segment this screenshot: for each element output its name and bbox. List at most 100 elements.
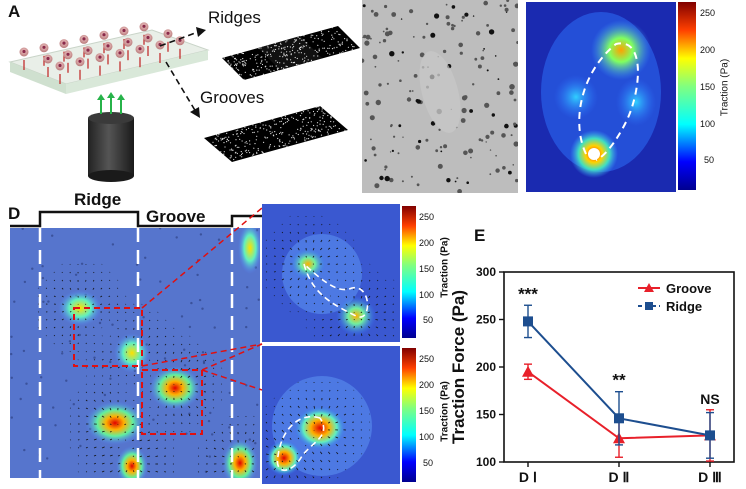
traction-arrow bbox=[139, 455, 143, 458]
traction-arrow bbox=[336, 405, 339, 409]
bead-dot bbox=[331, 48, 334, 50]
bead-dot bbox=[270, 46, 272, 49]
bead-dot bbox=[266, 54, 268, 57]
bead-dot bbox=[314, 37, 316, 39]
bead bbox=[31, 267, 34, 270]
bead bbox=[372, 54, 378, 60]
bead bbox=[485, 134, 490, 139]
colorbar-tick: 200 bbox=[700, 45, 716, 55]
bead-dot bbox=[292, 43, 294, 46]
traction-arrow bbox=[125, 470, 128, 473]
bead-dot bbox=[238, 61, 240, 63]
bead-dot bbox=[249, 74, 251, 76]
ridge-label: Ridge bbox=[74, 190, 122, 209]
bead bbox=[509, 84, 515, 90]
traction-arrow bbox=[312, 247, 315, 251]
traction-arrow bbox=[221, 431, 224, 434]
bead-dot bbox=[304, 60, 306, 62]
traction-arrow bbox=[148, 415, 151, 417]
traction-arrow bbox=[361, 263, 363, 265]
traction-arrow bbox=[297, 413, 301, 417]
bead bbox=[461, 15, 465, 19]
bead-dot bbox=[323, 121, 325, 123]
bead bbox=[109, 377, 112, 380]
grooves-image bbox=[204, 106, 348, 162]
bead bbox=[199, 233, 203, 236]
bead bbox=[434, 13, 440, 19]
bead-dot bbox=[319, 130, 321, 132]
traction-arrow bbox=[133, 383, 135, 385]
traction-arrow bbox=[335, 443, 339, 447]
bead bbox=[365, 101, 370, 106]
bead-dot bbox=[229, 142, 232, 144]
bead-dot bbox=[270, 133, 272, 135]
bead-dot bbox=[271, 131, 273, 133]
bead bbox=[411, 90, 414, 92]
bead-dot bbox=[327, 52, 329, 54]
traction-arrow bbox=[319, 270, 323, 273]
traction-arrow bbox=[327, 255, 331, 258]
bead-dot bbox=[252, 131, 254, 134]
y-tick-label: 300 bbox=[476, 265, 496, 279]
bead-dot bbox=[241, 61, 243, 63]
bead bbox=[370, 37, 372, 40]
bead-dot bbox=[215, 137, 217, 139]
traction-arrow bbox=[297, 270, 300, 273]
traction-arrow bbox=[117, 462, 121, 465]
traction-arrow bbox=[148, 343, 151, 346]
bead bbox=[103, 393, 107, 397]
traction-arrow bbox=[273, 475, 276, 479]
bead bbox=[489, 173, 492, 176]
traction-arrow bbox=[265, 461, 269, 463]
bead-dot bbox=[251, 75, 253, 77]
cell-nucleus bbox=[78, 59, 82, 63]
traction-arrow bbox=[281, 421, 284, 425]
traction-arrow bbox=[336, 239, 339, 242]
traction-arrow bbox=[108, 295, 111, 298]
traction-arrow bbox=[180, 375, 183, 379]
bead-dot bbox=[299, 46, 301, 49]
bead-dot bbox=[281, 133, 283, 135]
bead-dot bbox=[238, 69, 240, 71]
bead-dot bbox=[292, 135, 294, 137]
traction-arrow bbox=[320, 476, 323, 479]
traction-arrow bbox=[313, 239, 315, 243]
light-cylinder bbox=[88, 92, 134, 182]
bead bbox=[384, 31, 390, 37]
traction-arrow bbox=[92, 295, 95, 298]
bead bbox=[425, 138, 429, 142]
bead bbox=[399, 79, 402, 82]
bead bbox=[163, 357, 167, 360]
bead-dot bbox=[264, 136, 266, 138]
bead-dot bbox=[319, 120, 321, 122]
bead-dot bbox=[300, 52, 302, 54]
traction-arrow bbox=[61, 318, 64, 321]
traction-arrow bbox=[244, 447, 247, 451]
traction-arrow bbox=[273, 295, 275, 297]
bead-dot bbox=[339, 52, 341, 54]
traction-arrow bbox=[93, 326, 95, 329]
bead-dot bbox=[293, 136, 295, 139]
bead bbox=[52, 406, 55, 409]
bead bbox=[515, 178, 518, 183]
traction-arrow bbox=[297, 277, 300, 281]
bead bbox=[483, 48, 485, 50]
traction-arrow bbox=[85, 438, 89, 441]
bead bbox=[495, 154, 497, 157]
traction-arrow bbox=[93, 454, 97, 457]
traction-arrow bbox=[69, 303, 72, 305]
bead-dot bbox=[338, 43, 340, 46]
bead-dot bbox=[245, 149, 248, 151]
traction-arrow bbox=[328, 476, 331, 479]
colorbar-tick: 100 bbox=[419, 432, 435, 442]
traction-arrow bbox=[173, 430, 175, 433]
traction-arrow bbox=[252, 439, 255, 443]
bead-dot bbox=[278, 48, 280, 50]
traction-arrow bbox=[328, 459, 331, 463]
traction-arrow bbox=[69, 295, 72, 298]
traction-arrow bbox=[93, 391, 96, 394]
bead-dot bbox=[302, 125, 304, 127]
colorbar-tick: 150 bbox=[419, 406, 435, 416]
traction-arrow bbox=[392, 295, 395, 297]
zoom-heatmap-groove bbox=[262, 346, 400, 484]
